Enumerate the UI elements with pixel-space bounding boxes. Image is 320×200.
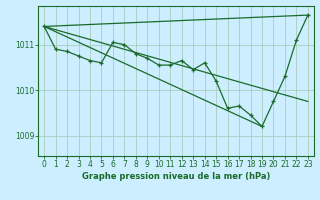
X-axis label: Graphe pression niveau de la mer (hPa): Graphe pression niveau de la mer (hPa) (82, 172, 270, 181)
